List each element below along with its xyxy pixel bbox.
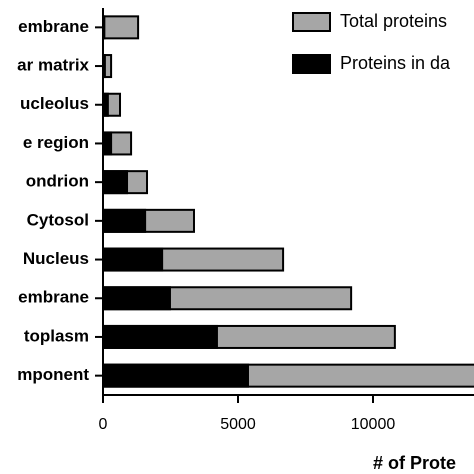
y-tick-label: Cytosol xyxy=(27,210,89,229)
bar xyxy=(102,286,171,311)
bar xyxy=(102,208,147,233)
y-tick-label: embrane xyxy=(18,17,89,36)
y-tick-label: Nucleus xyxy=(23,249,89,268)
y-tick-label: ucleolus xyxy=(20,94,89,113)
bar xyxy=(102,15,140,40)
x-tick-label: 0 xyxy=(99,416,108,433)
bar xyxy=(102,170,129,195)
y-tick-label: toplasm xyxy=(24,326,89,345)
x-axis-title: # of Prote xyxy=(373,453,456,473)
legend-label: Total proteins xyxy=(340,11,447,31)
x-tick-label: 10000 xyxy=(351,416,396,433)
bar xyxy=(102,324,218,349)
legend-swatch xyxy=(292,12,331,32)
bar xyxy=(102,363,249,388)
bar xyxy=(102,131,113,156)
legend-label: Proteins in da xyxy=(340,53,451,73)
legend-swatch xyxy=(292,54,331,74)
y-tick-label: embrane xyxy=(18,288,89,307)
y-tick-label: ondrion xyxy=(26,172,89,191)
x-tick-label: 5000 xyxy=(220,416,256,433)
y-tick-label: ar matrix xyxy=(17,56,89,75)
bar xyxy=(102,247,164,272)
y-tick-label: e region xyxy=(23,133,89,152)
y-tick-label: mponent xyxy=(17,365,89,384)
